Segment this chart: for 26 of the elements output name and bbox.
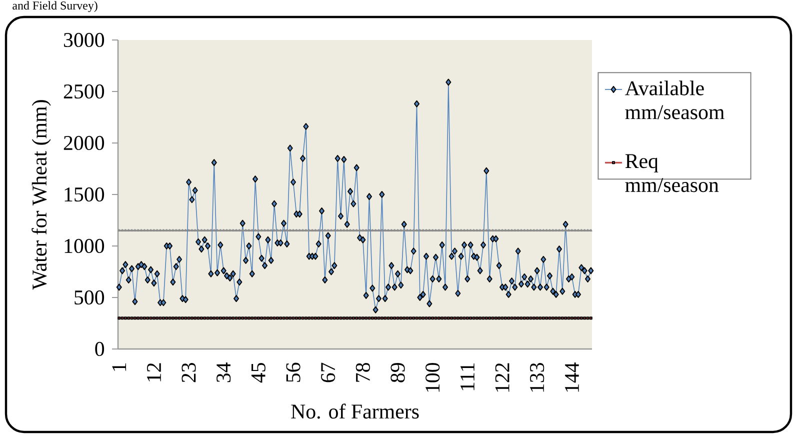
y-tick-label: 3000 xyxy=(64,32,104,48)
y-tick-label: 1500 xyxy=(64,187,104,202)
legend-label: Req mm/season xyxy=(625,154,719,192)
x-tick-label: 89 xyxy=(390,363,405,382)
y-tick-label: 2500 xyxy=(64,84,104,99)
y-tick-label: 1000 xyxy=(64,238,104,254)
y-axis-title: Water for Wheat (mm) xyxy=(32,100,51,290)
x-tick-label: 56 xyxy=(286,362,300,382)
x-tick-label: 34 xyxy=(216,362,231,382)
x-axis-title: No. of Farmers xyxy=(291,404,419,419)
x-tick-label: 122 xyxy=(495,363,510,392)
y-tick-label: 500 xyxy=(74,290,104,305)
y-tick-label: 0 xyxy=(95,342,104,356)
x-tick-label: 78 xyxy=(356,362,370,382)
x-tick-label: 12 xyxy=(147,363,161,382)
x-tick-label: 67 xyxy=(321,362,336,382)
x-tick-label: 111 xyxy=(460,363,474,390)
y-tick-label: 2000 xyxy=(64,136,104,150)
x-tick-label: 45 xyxy=(251,362,266,383)
x-tick-label: 133 xyxy=(530,362,544,392)
text: and Field Survey) xyxy=(12,1,98,12)
x-tick-label: 144 xyxy=(564,362,579,392)
x-tick-label: 23 xyxy=(182,362,196,382)
x-tick-label: 1 xyxy=(112,363,126,371)
x-tick-label: 100 xyxy=(426,362,440,392)
legend-label: Available mm/seasom xyxy=(624,80,724,120)
